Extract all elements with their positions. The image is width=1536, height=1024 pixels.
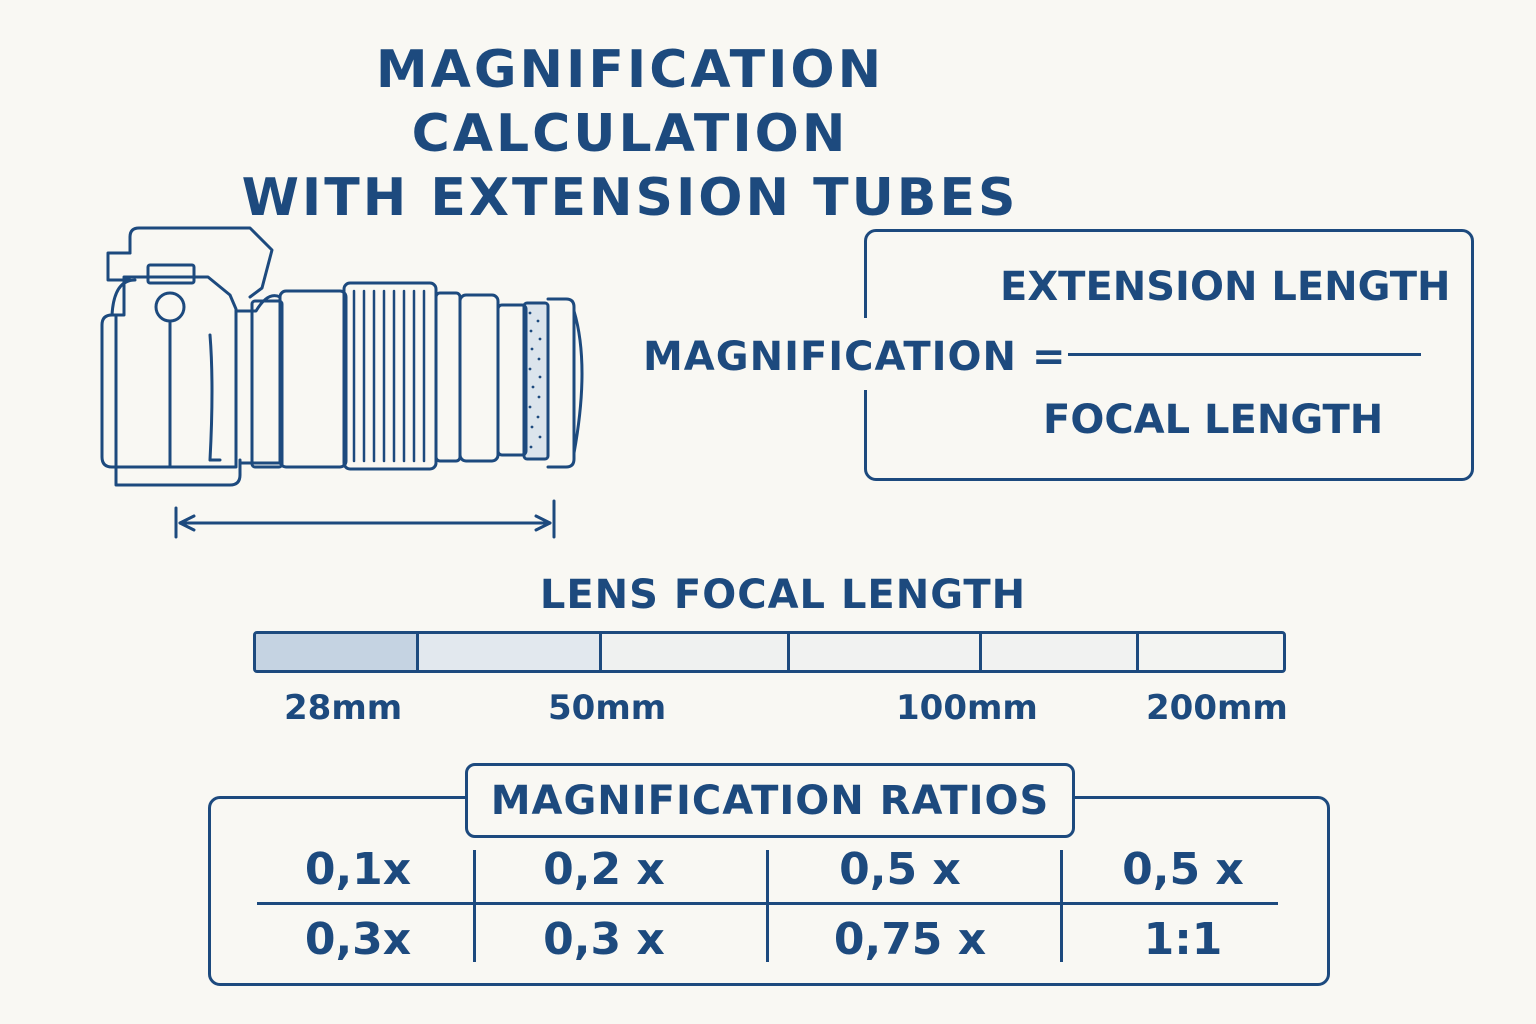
focal-label-50mm: 50mm xyxy=(548,688,667,728)
ratio-cell-r2-c1: 0,3x xyxy=(304,914,412,965)
focal-label-100mm: 100mm xyxy=(896,688,1038,728)
formula-left-side: MAGNIFICATION = xyxy=(643,334,1067,380)
ratios-title: MAGNIFICATION RATIOS xyxy=(465,763,1075,838)
focal-length-title: LENS FOCAL LENGTH xyxy=(539,572,1027,618)
camera-with-extension-tube-icon xyxy=(100,226,584,539)
scale-segment-6 xyxy=(1139,634,1283,670)
title-line-2: WITH EXTENSION TUBES xyxy=(241,168,1019,228)
ratio-cell-r2-c3: 0,75 x xyxy=(833,914,987,965)
ratios-col-divider-2 xyxy=(766,850,769,962)
formula-denominator: FOCAL LENGTH xyxy=(1043,397,1384,443)
ratio-cell-r1-c4: 0,5 x xyxy=(1122,844,1244,895)
scale-segment-2 xyxy=(419,634,602,670)
ratio-cell-r1-c2: 0,2 x xyxy=(543,844,665,895)
scale-segment-1 xyxy=(256,634,419,670)
focal-length-scale-bar xyxy=(253,631,1286,673)
ratios-col-divider-1 xyxy=(473,850,476,962)
focal-label-28mm: 28mm xyxy=(284,688,403,728)
ratio-cell-r1-c3: 0,5 x xyxy=(839,844,961,895)
title-line-1: MAGNIFICATION CALCULATION xyxy=(375,40,885,164)
formula-numerator: EXTENSION LENGTH xyxy=(1000,264,1451,310)
ratio-cell-r2-c2: 0,3 x xyxy=(543,914,665,965)
ratio-cell-r2-c4: 1:1 xyxy=(1143,914,1223,965)
scale-segment-4 xyxy=(790,634,982,670)
ratios-col-divider-3 xyxy=(1060,850,1063,962)
focal-label-200mm: 200mm xyxy=(1146,688,1288,728)
fraction-line xyxy=(1068,353,1421,356)
scale-segment-5 xyxy=(982,634,1139,670)
ratio-cell-r1-c1: 0,1x xyxy=(304,844,412,895)
scale-segment-3 xyxy=(602,634,790,670)
page-title: MAGNIFICATION CALCULATION WITH EXTENSION… xyxy=(150,38,1110,230)
formula-box-gap xyxy=(854,318,878,390)
